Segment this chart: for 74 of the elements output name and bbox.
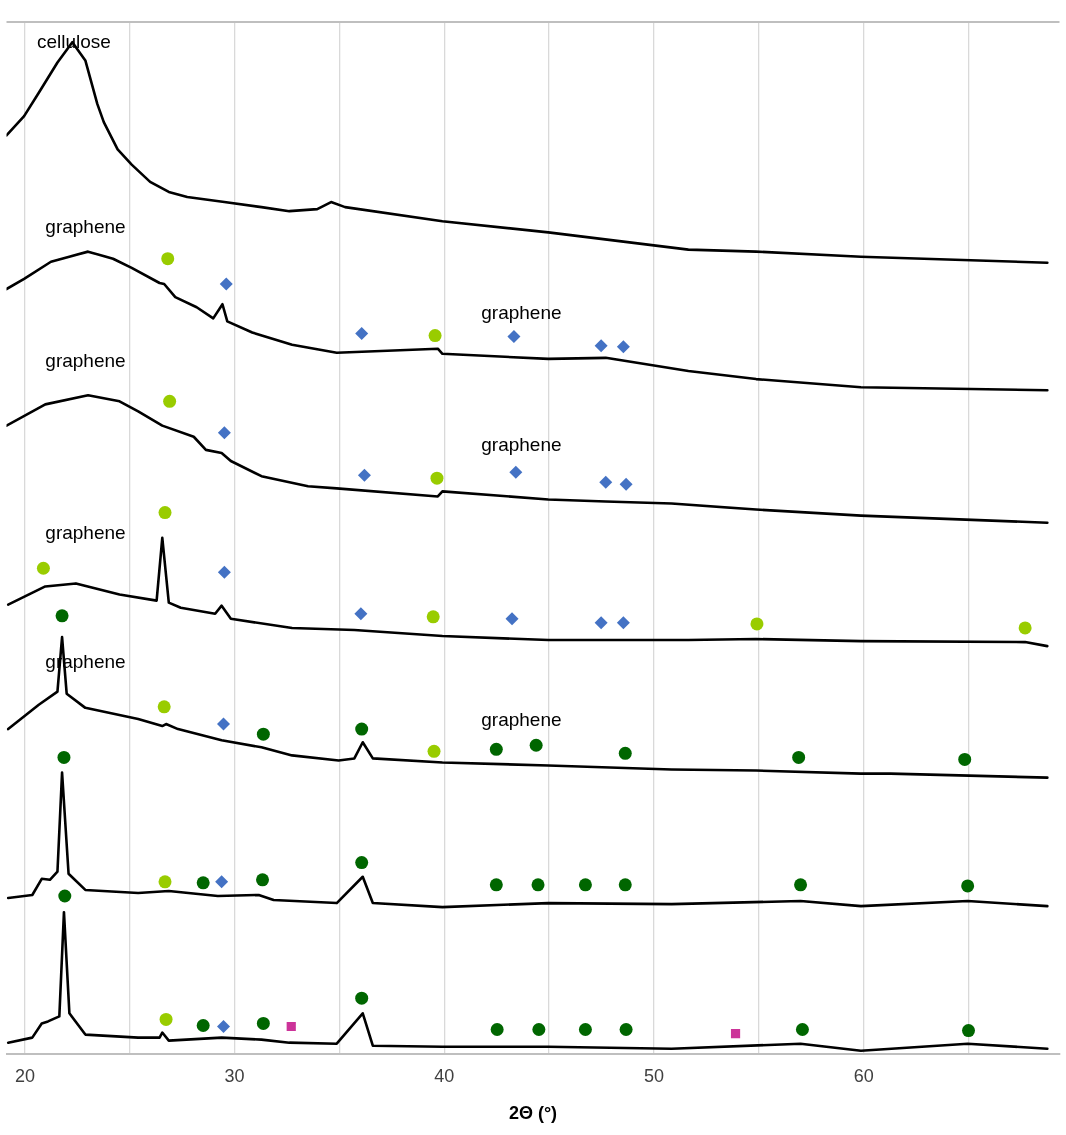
point (489, 878, 503, 892)
point (616, 616, 630, 630)
point (158, 875, 172, 889)
annotation: cellulose (36, 30, 111, 52)
point (795, 1023, 809, 1037)
point (750, 617, 764, 631)
point (616, 340, 630, 354)
point (532, 1023, 546, 1037)
point (509, 465, 523, 479)
point (157, 700, 171, 714)
point (36, 561, 50, 575)
point (618, 878, 632, 892)
point (215, 875, 229, 889)
point (618, 746, 632, 760)
point (531, 878, 545, 892)
point (355, 327, 369, 341)
point (355, 722, 369, 736)
point (286, 1021, 296, 1032)
point (619, 1023, 633, 1037)
x-axis-title: 2Θ (°) (508, 1103, 558, 1124)
point (507, 330, 521, 344)
point (426, 610, 440, 624)
point (256, 873, 270, 887)
point (427, 744, 441, 758)
point (256, 727, 270, 741)
point (357, 468, 371, 482)
x-tick-label: 30 (224, 1065, 245, 1086)
point (57, 750, 71, 764)
point (430, 471, 444, 485)
point (196, 1018, 210, 1032)
x-tick-label: 60 (853, 1065, 874, 1086)
point (217, 717, 231, 731)
annotation: graphene (481, 433, 562, 455)
point (355, 991, 369, 1005)
annotation: graphene (45, 350, 126, 372)
annotation: graphene (481, 709, 562, 731)
point (529, 738, 543, 752)
point (256, 1016, 270, 1030)
point (792, 750, 806, 764)
point (794, 878, 808, 892)
point (158, 506, 172, 520)
point (161, 252, 175, 266)
point (958, 752, 972, 766)
point (961, 879, 975, 893)
point (1018, 621, 1032, 635)
point (55, 609, 69, 623)
x-tick-label: 40 (434, 1065, 455, 1086)
point (428, 329, 442, 343)
point (619, 477, 633, 491)
point (354, 607, 368, 621)
point (58, 889, 72, 903)
point (578, 878, 592, 892)
point (490, 1023, 504, 1037)
point (578, 1023, 592, 1037)
annotation: graphene (45, 216, 126, 238)
x-tick-label: 20 (14, 1065, 35, 1086)
point (217, 426, 231, 440)
annotation: graphene (45, 521, 126, 543)
point (196, 876, 210, 890)
point (219, 277, 233, 291)
point (730, 1028, 741, 1039)
point (594, 616, 608, 630)
point (599, 475, 613, 489)
point (355, 856, 369, 870)
annotation: graphene (481, 301, 562, 323)
point (505, 612, 519, 626)
x-tick-label: 50 (643, 1065, 664, 1086)
point (962, 1024, 975, 1038)
point (489, 742, 503, 756)
point (163, 394, 177, 408)
point (217, 565, 231, 579)
point (217, 1019, 231, 1033)
point (159, 1012, 173, 1026)
point (594, 339, 608, 353)
